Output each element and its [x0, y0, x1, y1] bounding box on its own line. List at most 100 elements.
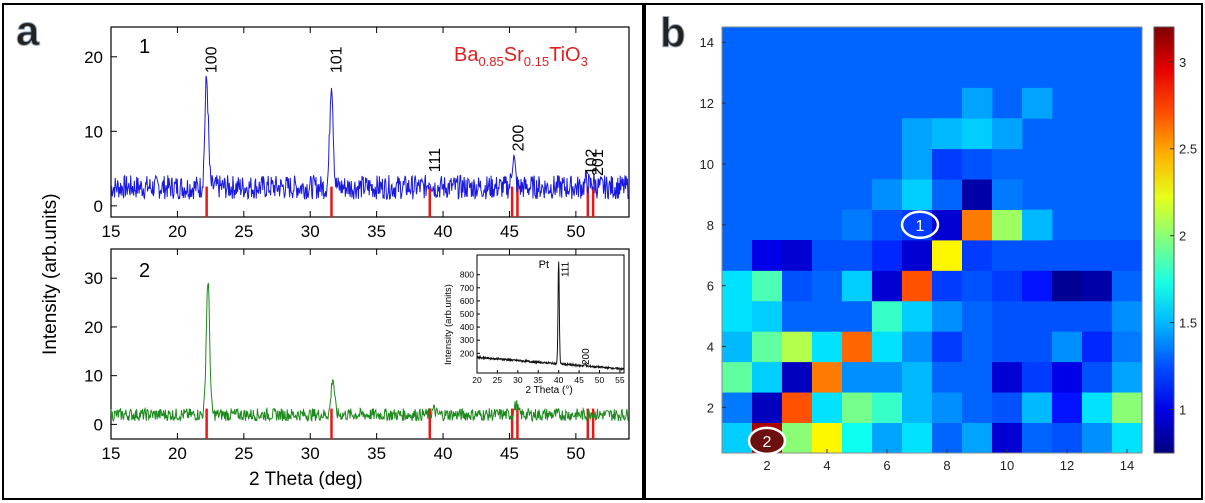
- heatmap-cell: [962, 361, 993, 393]
- x-tick-label: 35: [367, 444, 386, 463]
- heatmap-cell: [782, 422, 813, 454]
- heatmap-cell: [992, 118, 1023, 150]
- heatmap-cell: [782, 392, 813, 423]
- sample-label: 1: [139, 36, 150, 58]
- heatmap-cell: [1082, 270, 1113, 302]
- panel-label: b: [660, 9, 686, 56]
- heatmap-cell: [992, 179, 1023, 210]
- heatmap-cell: [1052, 240, 1083, 271]
- inset-x-tick-label: 55: [615, 375, 625, 385]
- heatmap-cell: [992, 148, 1023, 180]
- inset-y-tick-label: 600: [460, 296, 474, 306]
- x-tick-label: 2: [763, 458, 770, 473]
- heatmap-cell: [902, 240, 933, 271]
- heatmap-cell: [812, 331, 843, 363]
- heatmap-cell: [1082, 361, 1113, 393]
- heatmap-cell: [1112, 270, 1143, 302]
- x-tick-label: 8: [943, 458, 950, 473]
- heatmap-cell: [872, 179, 903, 210]
- heatmap-frame: [721, 26, 1143, 454]
- heatmap-cell: [872, 270, 903, 302]
- heatmap-cell: [962, 270, 993, 302]
- heatmap-cell: [962, 422, 993, 454]
- inset-x-tick-label: 25: [493, 375, 503, 385]
- heatmap-cell: [1022, 209, 1053, 241]
- y-tick-label: 14: [700, 35, 714, 50]
- inset-y-tick-label: 200: [460, 348, 474, 358]
- heatmap-cell: [992, 422, 1023, 454]
- inset-x-axis-label: 2 Theta (°): [526, 385, 573, 396]
- x-tick-label: 40: [434, 222, 453, 241]
- heatmap-cell: [1082, 240, 1113, 271]
- heatmap-cell: [1112, 422, 1143, 454]
- heatmap-cell: [902, 422, 933, 454]
- inset-x-tick-label: 35: [534, 375, 544, 385]
- y-tick-label: 0: [94, 197, 103, 216]
- y-tick-label: 10: [84, 367, 103, 386]
- heatmap-cell: [932, 300, 963, 332]
- formula-subscript: 3: [581, 54, 588, 69]
- colorbar-tick-label: 2: [1179, 229, 1186, 244]
- heatmap-cell: [902, 179, 933, 210]
- heatmap-cell: [932, 209, 963, 241]
- heatmap-cell: [722, 240, 753, 271]
- heatmap-cell: [962, 392, 993, 423]
- formula-label: Ba0.85Sr0.15TiO3: [454, 44, 588, 69]
- y-tick-label: 20: [84, 48, 103, 67]
- inset-x-tick-label: 30: [513, 375, 523, 385]
- inset-y-tick-label: 500: [460, 309, 474, 319]
- heatmap-cell: [932, 392, 963, 423]
- y-tick-label: 4: [707, 340, 714, 355]
- heatmap-cell: [932, 148, 963, 180]
- x-tick-label: 40: [434, 444, 453, 463]
- heatmap-cell: [812, 422, 843, 454]
- heatmap-cell: [842, 392, 873, 423]
- heatmap-cell: [1112, 331, 1143, 363]
- heatmap-cell: [1052, 422, 1083, 454]
- x-tick-label: 6: [883, 458, 890, 473]
- y-tick-label: 20: [84, 318, 103, 337]
- heatmap-cell: [872, 392, 903, 423]
- heatmap-cell: [962, 300, 993, 332]
- y-axis-label: Intensity (arb.units): [40, 193, 61, 355]
- heatmap-cell: [932, 270, 963, 302]
- inset-x-tick-label: 20: [472, 375, 482, 385]
- formula-subscript: 0.15: [524, 54, 549, 69]
- x-tick-label: 45: [500, 444, 519, 463]
- heatmap-cell: [1082, 392, 1113, 423]
- inset-x-tick-label: 50: [595, 375, 605, 385]
- y-tick-label: 12: [700, 96, 714, 111]
- heatmap-cell: [962, 240, 993, 271]
- heatmap-cell: [932, 361, 963, 393]
- y-tick-label: 2: [707, 400, 714, 415]
- heatmap-cell: [932, 240, 963, 271]
- marker-circle: [747, 426, 787, 456]
- inset-peak-label: 111: [561, 261, 572, 277]
- heatmap-cell: [902, 361, 933, 393]
- heatmap-cell: [842, 361, 873, 393]
- heatmap-cell: [842, 209, 873, 241]
- heatmap-cell: [1112, 240, 1143, 271]
- heatmap-cell: [872, 422, 903, 454]
- heatmap-cell: [872, 331, 903, 363]
- heatmap-cell: [1022, 87, 1053, 119]
- heatmap-cell: [812, 240, 843, 271]
- x-tick-label: 14: [1120, 458, 1134, 473]
- inset-y-tick-label: 800: [460, 270, 474, 280]
- colorbar-tick-label: 1.5: [1179, 316, 1197, 331]
- marker-circle: [900, 210, 940, 240]
- panel-a: 15 20 25 30 35 40 45 50 0 10 20 1 100 101 111 200 102 201…: [2, 3, 644, 500]
- heatmap-cell: [842, 331, 873, 363]
- heatmap-cell: [1112, 300, 1143, 332]
- inset-peak-material: Pt: [539, 259, 549, 271]
- heatmap-cell: [932, 422, 963, 454]
- plot-frame: [110, 248, 630, 440]
- formula-part: Sr: [504, 44, 524, 66]
- heatmap-cell: [1022, 422, 1053, 454]
- x-axis-label: 2 Theta (deg): [249, 469, 363, 490]
- heatmap-cell: [962, 331, 993, 363]
- x-tick-label: 10: [1000, 458, 1014, 473]
- heatmap-cell: [722, 300, 753, 332]
